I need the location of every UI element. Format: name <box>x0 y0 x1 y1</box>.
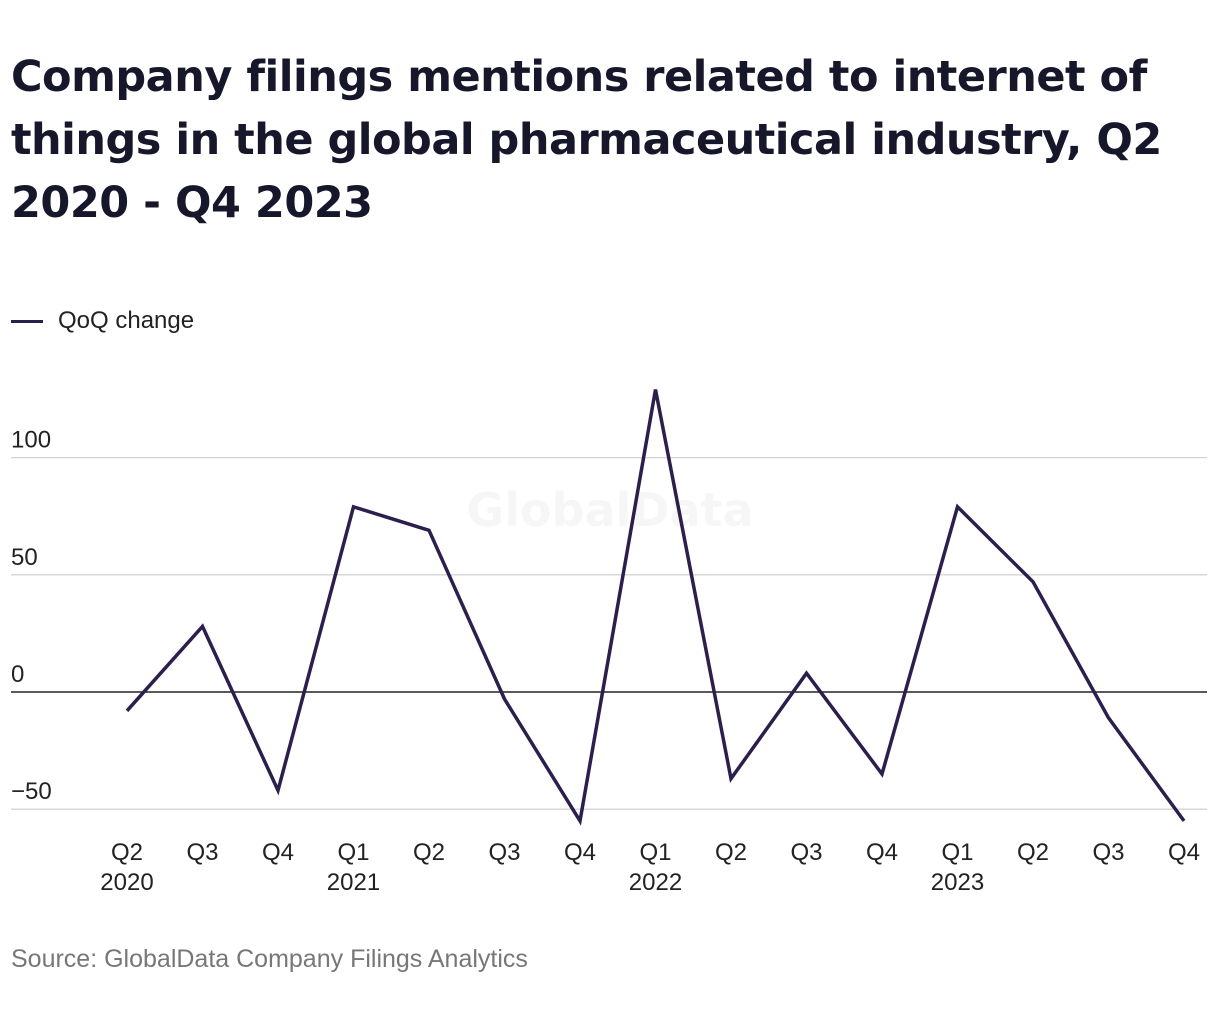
legend: QoQ change <box>11 305 194 337</box>
data-point <box>654 388 658 392</box>
x-tick-year-label: 2023 <box>931 869 984 896</box>
data-point <box>276 788 280 792</box>
x-tick-label: Q4 <box>866 839 898 866</box>
watermark: GlobalData <box>466 483 753 537</box>
data-point <box>729 777 733 781</box>
data-point <box>201 624 205 628</box>
data-point <box>125 709 129 713</box>
data-point <box>503 697 507 701</box>
series-group <box>125 388 1186 826</box>
x-tick-label: Q1 <box>639 839 671 866</box>
x-tick-label: Q3 <box>488 839 520 866</box>
data-point <box>956 505 960 509</box>
x-tick-label: Q2 <box>413 839 445 866</box>
x-tick-year-label: 2020 <box>100 869 153 896</box>
y-tick-label: 100 <box>11 427 51 454</box>
x-tick-label: Q3 <box>1092 839 1124 866</box>
x-tick-label: Q1 <box>337 839 369 866</box>
y-tick-label: −50 <box>11 778 52 805</box>
data-point <box>1107 716 1111 720</box>
series-line <box>125 389 1186 826</box>
chart-title: Company filings mentions related to inte… <box>11 52 1162 228</box>
grid-lines <box>11 456 1207 810</box>
x-tick-label: Q2 <box>111 839 143 866</box>
x-tick-year-label: 2021 <box>327 869 380 896</box>
y-axis-ticks: −50 0 50 100 <box>11 427 52 806</box>
x-tick-label: Q2 <box>715 839 747 866</box>
x-axis-ticks: Q2 2020 Q3 Q4 Q1 2021 Q2 Q3 Q4 Q1 2022 Q2 Q3 Q4 Q1 2023… <box>100 839 1200 896</box>
x-tick-label: Q3 <box>790 839 822 866</box>
data-point <box>805 671 809 675</box>
source-note: Source: GlobalData Company Filings Analy… <box>11 945 528 973</box>
x-tick-label: Q4 <box>262 839 294 866</box>
x-tick-year-label: 2022 <box>629 869 682 896</box>
x-tick-label: Q3 <box>186 839 218 866</box>
x-tick-label: Q2 <box>1017 839 1049 866</box>
x-tick-label: Q1 <box>941 839 973 866</box>
legend-swatch <box>11 319 43 323</box>
data-point <box>578 819 582 823</box>
data-point <box>427 528 431 532</box>
data-point <box>352 505 356 509</box>
data-point <box>1031 580 1035 584</box>
x-tick-label: Q4 <box>564 839 596 866</box>
y-tick-label: 50 <box>11 544 38 571</box>
data-point <box>1182 819 1186 823</box>
data-point <box>880 772 884 776</box>
legend-label: QoQ change <box>58 307 195 334</box>
x-tick-label: Q4 <box>1168 839 1200 866</box>
y-tick-label: 0 <box>11 661 24 688</box>
